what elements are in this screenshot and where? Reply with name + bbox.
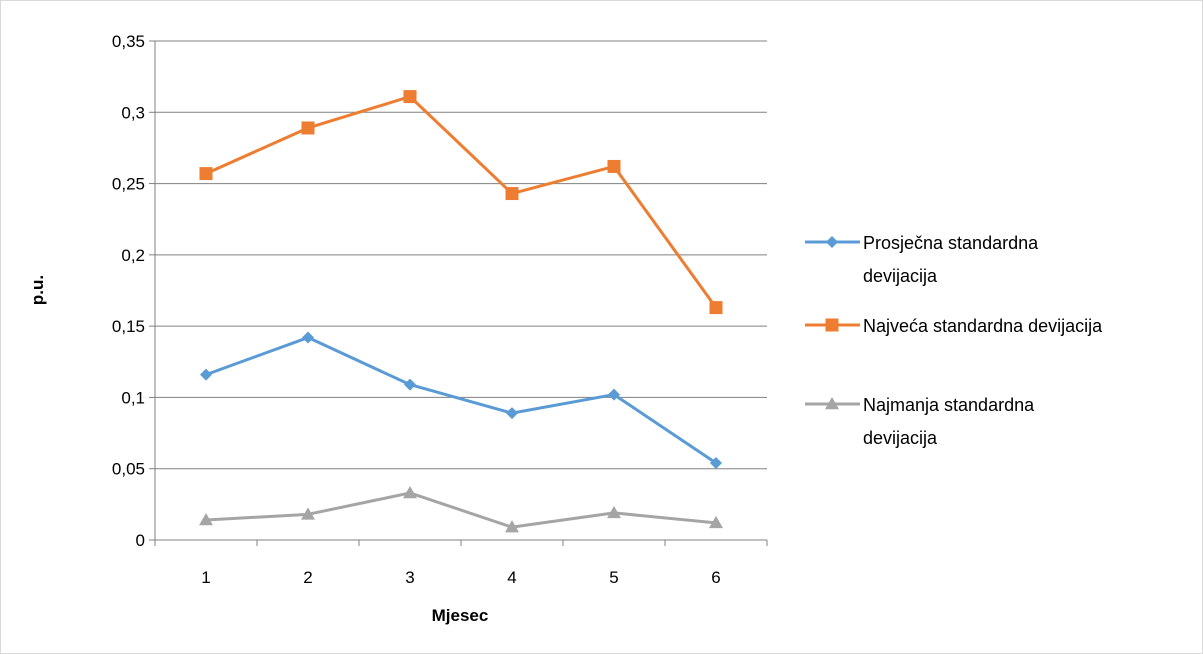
legend-label: Najveća standardna devijacija xyxy=(863,316,1103,336)
data-point xyxy=(301,507,315,520)
data-point xyxy=(607,159,621,173)
data-point xyxy=(506,407,518,420)
data-point xyxy=(709,301,723,315)
data-point xyxy=(301,121,315,135)
legend-label: Najmanja standardna xyxy=(863,395,1035,415)
legend-label: devijacija xyxy=(863,428,938,448)
data-point xyxy=(200,368,212,381)
x-axis-title: Mjesec xyxy=(432,606,489,625)
x-tick-label: 6 xyxy=(711,568,720,587)
legend-marker xyxy=(826,236,838,248)
legend-label: devijacija xyxy=(863,266,938,286)
x-tick-label: 4 xyxy=(507,568,516,587)
data-point xyxy=(404,378,416,391)
y-tick-label: 0 xyxy=(136,531,145,550)
legend-label: Prosječna standardna xyxy=(863,233,1039,253)
data-point xyxy=(505,520,519,533)
x-tick-label: 5 xyxy=(609,568,618,587)
legend-item-2: Najveća standardna devijacija xyxy=(805,316,1103,336)
y-tick-label: 0,2 xyxy=(121,246,145,265)
series-1 xyxy=(200,331,722,470)
data-point xyxy=(608,388,620,401)
series-line xyxy=(205,336,717,465)
data-point xyxy=(403,90,417,104)
y-tick-label: 0,25 xyxy=(112,175,145,194)
legend-item-3: Najmanja standardna devijacija xyxy=(805,395,1035,448)
legend-item-1: Prosječna standardna devijacija xyxy=(805,233,1039,286)
series-3 xyxy=(199,485,723,533)
y-tick-label: 0,1 xyxy=(121,388,145,407)
x-tick-label: 3 xyxy=(405,568,414,587)
series-2 xyxy=(199,90,723,315)
y-tick-label: 0,15 xyxy=(112,317,145,336)
data-point xyxy=(505,187,519,201)
legend: Prosječna standardna devijacija Najveća st… xyxy=(805,233,1103,448)
data-point xyxy=(403,485,417,499)
y-axis-title: p.u. xyxy=(28,275,47,305)
data-point xyxy=(710,457,722,470)
legend-marker xyxy=(825,397,839,410)
legend-marker xyxy=(825,318,839,332)
data-point xyxy=(607,505,621,519)
data-point xyxy=(302,331,314,344)
y-tick-label: 0,35 xyxy=(112,32,145,51)
series-line xyxy=(205,95,718,309)
data-point xyxy=(199,513,213,526)
gridlines xyxy=(155,40,767,470)
x-tick-label: 1 xyxy=(201,568,210,587)
series-line xyxy=(205,491,717,529)
plot-area xyxy=(199,90,723,533)
y-tick-label: 0,3 xyxy=(121,103,145,122)
data-point xyxy=(709,515,723,529)
axes: 0 0,05 0,1 0,15 0,2 0,25 0,3 0,35 1 2 3 4 5 6 xyxy=(112,32,768,587)
x-tick-label: 2 xyxy=(303,568,312,587)
y-tick-label: 0,05 xyxy=(112,460,145,479)
data-point xyxy=(199,167,213,181)
